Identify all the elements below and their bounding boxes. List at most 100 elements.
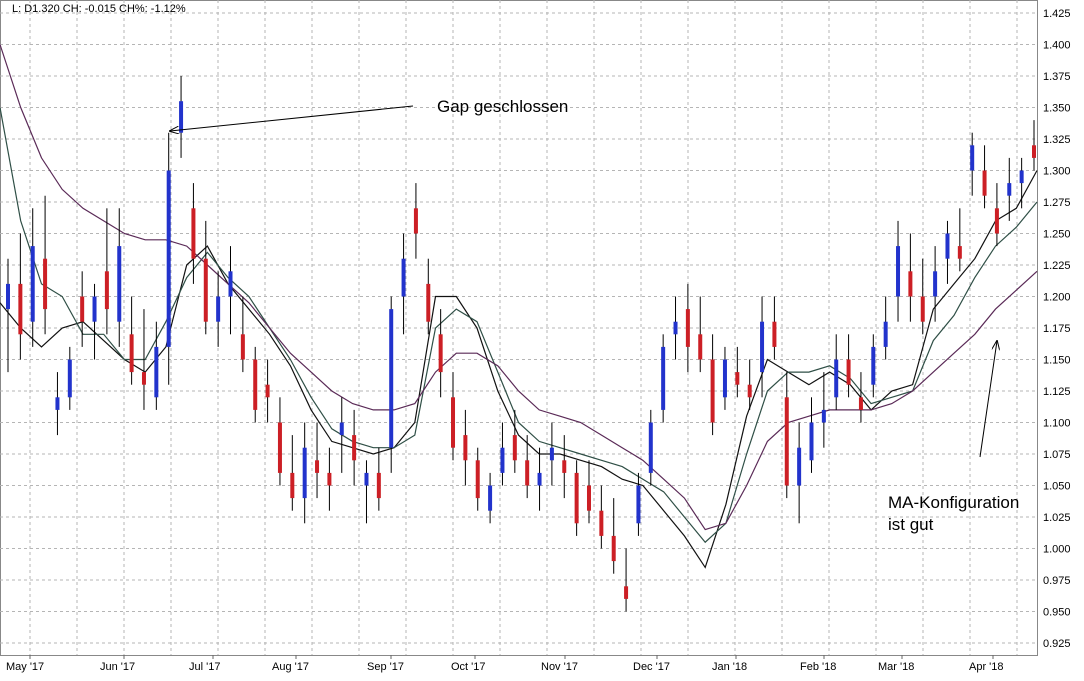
candle-body <box>179 101 184 133</box>
candle-body <box>463 435 468 461</box>
candle <box>277 397 282 486</box>
candle-body <box>945 233 950 259</box>
ma-line <box>0 107 1038 544</box>
candle-body <box>339 422 344 436</box>
y-tick-label: 1.175 <box>1043 323 1071 335</box>
candle <box>586 460 591 524</box>
candle-body <box>933 271 938 297</box>
candle-body <box>599 510 604 536</box>
candle <box>1032 120 1036 171</box>
x-tick-label: Jan '18 <box>712 661 747 673</box>
x-tick-label: Feb '18 <box>800 661 836 673</box>
candle <box>179 76 184 158</box>
chart-grid <box>0 0 1038 656</box>
annotation-gap: Gap geschlossen <box>437 97 569 116</box>
candle-body <box>216 296 221 322</box>
candle <box>562 435 567 499</box>
x-tick-label: May '17 <box>6 661 44 673</box>
candle-body <box>760 321 765 373</box>
candle <box>624 548 629 612</box>
candle <box>735 346 740 398</box>
candle <box>945 220 950 284</box>
candle-body <box>809 422 814 461</box>
candle <box>512 409 517 473</box>
candle-body <box>957 246 962 259</box>
candle-body <box>67 359 72 398</box>
x-tick-label: Jul '17 <box>189 661 220 673</box>
candle <box>389 296 394 473</box>
candle <box>710 334 715 436</box>
candle-body <box>203 258 208 322</box>
candle <box>500 422 505 486</box>
candle <box>265 359 270 423</box>
candle <box>364 460 369 524</box>
y-tick-label: 1.100 <box>1043 418 1071 430</box>
candle <box>451 372 456 461</box>
candle-body <box>104 271 109 310</box>
candle <box>537 447 542 511</box>
candle <box>203 220 208 335</box>
candle-body <box>488 485 493 511</box>
arrow-gap <box>170 105 414 131</box>
y-tick-label: 1.125 <box>1043 386 1071 398</box>
candle-body <box>636 485 641 524</box>
candle <box>908 233 913 322</box>
candle-body <box>1007 183 1012 196</box>
y-tick-label: 1.400 <box>1043 40 1071 52</box>
candle-body <box>376 472 381 499</box>
candle-body <box>426 283 431 322</box>
candles <box>6 76 1036 612</box>
y-tick-label: 0.975 <box>1043 575 1071 587</box>
candle <box>772 296 777 360</box>
candle <box>809 397 814 473</box>
candle-body <box>302 447 307 499</box>
candle-body <box>537 472 542 486</box>
candle-body <box>858 397 863 410</box>
candle-body <box>154 346 159 398</box>
candle-body <box>908 271 913 297</box>
candle <box>290 435 295 511</box>
y-tick-label: 1.000 <box>1043 544 1071 556</box>
candle-body <box>500 447 505 473</box>
candle <box>760 296 765 398</box>
candle <box>401 233 406 335</box>
y-tick-label: 1.150 <box>1043 355 1071 367</box>
candle-body <box>18 283 23 335</box>
candle <box>67 346 72 410</box>
candle <box>920 258 925 335</box>
candle-body <box>401 258 406 297</box>
candle-body <box>352 435 357 461</box>
candle-body <box>747 384 752 398</box>
candle-body <box>265 384 270 398</box>
x-tick-label: Apr '18 <box>969 661 1004 673</box>
candle <box>970 132 975 196</box>
candle-body <box>55 397 60 410</box>
candle-body <box>970 145 975 171</box>
candle <box>302 422 307 524</box>
candle-body <box>129 334 134 373</box>
candle <box>661 334 666 423</box>
candle-body <box>549 447 554 461</box>
candle-body <box>735 372 740 385</box>
candle-body <box>253 359 258 410</box>
candle <box>858 372 863 423</box>
candle-body <box>290 472 295 499</box>
candle-body <box>685 309 690 347</box>
candle-body <box>648 422 653 473</box>
candle <box>957 208 962 272</box>
candle-body <box>451 397 456 448</box>
candle-body <box>80 296 85 322</box>
candle-body <box>698 334 703 360</box>
candle-body <box>784 397 789 486</box>
candle-body <box>710 359 715 423</box>
candle <box>413 183 418 259</box>
candle <box>228 246 233 335</box>
ma-line <box>0 44 1038 531</box>
candle <box>747 359 752 410</box>
y-tick-label: 1.200 <box>1043 292 1071 304</box>
candle-body <box>475 460 480 499</box>
candle <box>896 220 901 322</box>
candle-body <box>191 208 196 259</box>
candle <box>673 296 678 360</box>
candle <box>166 132 171 385</box>
